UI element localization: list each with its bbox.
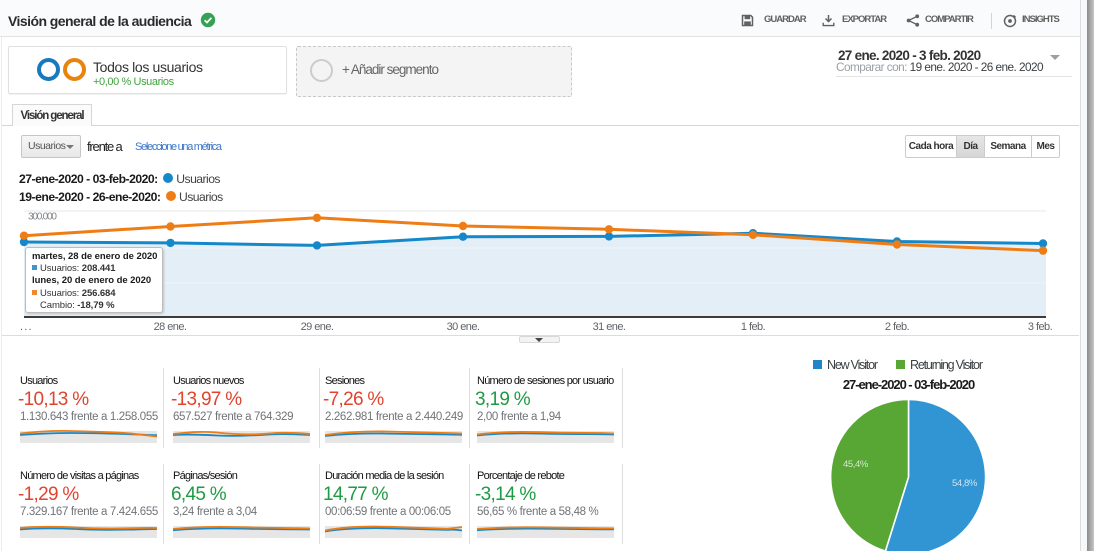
- svg-text:3 feb.: 3 feb.: [1028, 321, 1053, 333]
- svg-text:28 ene.: 28 ene.: [154, 321, 187, 333]
- svg-text:300.000: 300.000: [28, 212, 57, 223]
- svg-text:2 feb.: 2 feb.: [885, 321, 910, 333]
- svg-text:...: ...: [20, 321, 33, 333]
- svg-text:31 ene.: 31 ene.: [593, 321, 626, 333]
- svg-text:29 ene.: 29 ene.: [301, 321, 334, 333]
- svg-text:1 feb.: 1 feb.: [741, 321, 766, 333]
- svg-text:30 ene.: 30 ene.: [447, 321, 480, 333]
- svg-text:45,4%: 45,4%: [843, 459, 869, 470]
- svg-text:54,8%: 54,8%: [952, 478, 978, 489]
